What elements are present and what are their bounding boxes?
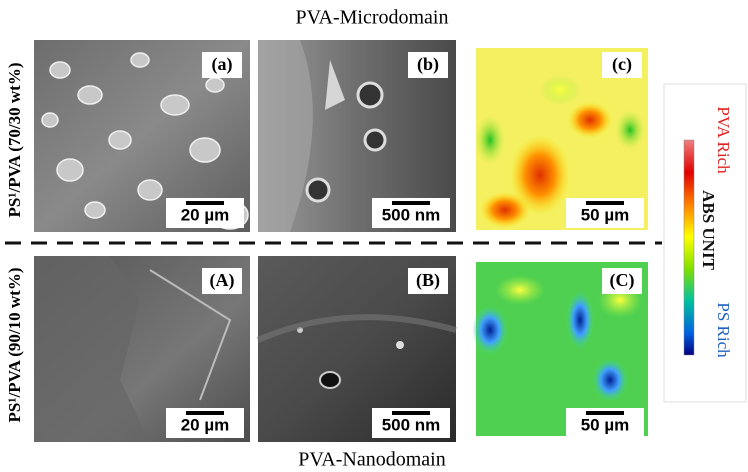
scale-bar [586,411,624,415]
scale-bar-label: 20 µm [181,415,230,434]
panel-label: (C) [610,270,635,291]
colorbar-middle-label: ABS UNIT [699,190,718,270]
panel-label: (b) [417,54,439,75]
scale-bar-label: 50 µm [581,205,630,224]
scale-bar-label: 50 µm [581,415,630,434]
scale-bar [186,201,224,205]
colorbar-top-label: PVA Rich [714,106,733,174]
panel-label: (A) [210,270,235,291]
figure: PVA-Microdomain PVA-Nanodomain PS¹/PVA (… [0,0,748,472]
top-title: PVA-Microdomain [296,7,449,29]
scale-bar-label: 20 µm [181,205,230,224]
row-label: PS¹/PVA (90/10 wt%) [5,268,24,423]
bottom-title: PVA-Nanodomain [298,449,445,471]
row-label: PS¹/PVA (70/30 wt%) [5,63,24,218]
colorbar [684,140,694,355]
scale-bar-label: 500 nm [382,415,441,434]
scale-bar [392,201,430,205]
scale-bar [392,411,430,415]
colorbar-bottom-label: PS Rich [714,302,733,358]
scale-bar-label: 500 nm [382,205,441,224]
scale-bar [186,411,224,415]
scale-bar [586,201,624,205]
panel-label: (B) [416,270,440,291]
panel-label: (c) [612,54,632,75]
panel-label: (a) [212,54,233,75]
